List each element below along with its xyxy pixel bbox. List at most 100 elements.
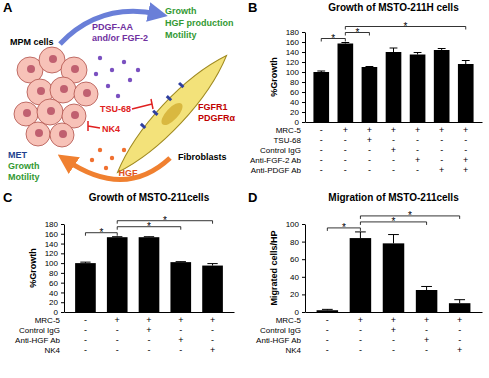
condition-label: Control IgG <box>260 326 301 335</box>
bar <box>416 290 438 312</box>
condition-sign: - <box>320 145 323 155</box>
y-tick: 20 <box>49 298 64 307</box>
chart-title: Migration of MSTO-211cells <box>328 192 459 203</box>
condition-label: MRC-5 <box>276 126 302 135</box>
condition-sign: - <box>84 335 87 345</box>
mpm-cell <box>26 122 50 146</box>
tick-label: 20 <box>290 108 299 117</box>
plot-area <box>75 237 223 312</box>
y-tick: 40 <box>290 273 305 282</box>
condition-label: NK4 <box>44 346 60 355</box>
condition-sign: + <box>391 145 396 155</box>
tick-mark <box>61 273 64 274</box>
condition-sign: + <box>115 315 120 325</box>
condition-sign: - <box>344 165 347 175</box>
condition-label: Control IgG <box>19 326 60 335</box>
condition-sign: - <box>359 325 362 335</box>
condition-label: MRC-5 <box>276 316 302 325</box>
error-bar <box>355 232 366 238</box>
condition-sign: - <box>425 325 428 335</box>
tick-label: 60 <box>49 279 58 288</box>
condition-sign: - <box>320 155 323 165</box>
tick-mark <box>302 112 305 113</box>
error-bar <box>317 71 325 72</box>
axis-line <box>306 312 483 313</box>
condition-sign: + <box>367 135 372 145</box>
condition-sign: - <box>458 335 461 345</box>
tick-label: 180 <box>286 28 300 37</box>
condition-sign: - <box>464 135 467 145</box>
y-axis-title: %Growth <box>28 248 38 288</box>
cell-nucleus <box>23 109 31 117</box>
condition-sign: - <box>116 335 119 345</box>
axis-line <box>65 312 235 313</box>
tick-mark <box>61 234 64 235</box>
condition-label: NK4 <box>285 346 301 355</box>
y-tick: 100 <box>286 220 305 229</box>
tick-label: 140 <box>286 48 300 57</box>
tick-mark <box>61 224 64 225</box>
bar <box>170 262 191 312</box>
tick-mark <box>302 92 305 93</box>
condition-sign: - <box>368 145 371 155</box>
error-bar <box>112 236 122 237</box>
tick-label: 100 <box>286 68 300 77</box>
tick-label: 40 <box>290 273 299 282</box>
axis-line <box>64 225 65 313</box>
condition-sign: + <box>146 315 151 325</box>
condition-sign: + <box>463 155 468 165</box>
panel-label: B <box>248 0 257 15</box>
bar <box>338 44 354 123</box>
bar <box>139 237 160 312</box>
condition-sign: + <box>343 125 348 135</box>
diagram-label: Growth <box>165 6 197 16</box>
cell-nucleus <box>60 85 68 93</box>
hgf-dot <box>110 156 114 160</box>
condition-sign: - <box>84 325 87 335</box>
y-axis: 020406080100120140160180 <box>45 220 65 317</box>
tick-mark <box>61 312 64 313</box>
condition-sign: + <box>415 125 420 135</box>
panel-label: D <box>248 190 257 205</box>
ligand-dot <box>116 94 120 98</box>
error-bar <box>462 61 470 65</box>
chart-title: Growth of MSTO-211H cells <box>328 2 459 13</box>
significance-label: * <box>404 21 408 32</box>
ligand-dot <box>106 84 110 88</box>
error-bar <box>388 235 399 244</box>
significance-label: * <box>392 216 396 227</box>
y-tick: 140 <box>45 240 64 249</box>
condition-sign: + <box>178 315 183 325</box>
ligand-dot <box>94 72 98 76</box>
condition-label: TSU-68 <box>273 136 301 145</box>
tick-label: 100 <box>286 220 300 229</box>
significance-label: * <box>355 27 359 38</box>
condition-sign: - <box>326 315 329 325</box>
cell-nucleus <box>47 107 55 115</box>
tick-mark <box>302 122 305 123</box>
y-tick: 20 <box>290 108 305 117</box>
tick-label: 40 <box>49 289 58 298</box>
condition-sign: + <box>439 125 444 135</box>
hgf-dot <box>90 158 94 162</box>
bar <box>386 52 402 122</box>
tick-label: 100 <box>45 259 59 268</box>
significance-label: * <box>408 210 412 221</box>
condition-sign: + <box>210 345 215 355</box>
tick-mark <box>61 283 64 284</box>
error-bar <box>454 300 465 304</box>
condition-sign: - <box>392 345 395 355</box>
tick-mark <box>302 82 305 83</box>
tick-mark <box>61 253 64 254</box>
condition-sign: - <box>359 345 362 355</box>
y-tick: 20 <box>290 290 305 299</box>
receptor <box>140 123 146 129</box>
tick-mark <box>302 224 305 225</box>
bar <box>362 67 378 122</box>
condition-label: Anti-FGF-2 Ab <box>250 156 302 165</box>
tick-label: 120 <box>45 249 59 258</box>
condition-sign: - <box>368 155 371 165</box>
condition-sign: - <box>84 345 87 355</box>
condition-sign: + <box>367 125 372 135</box>
tick-mark <box>302 102 305 103</box>
